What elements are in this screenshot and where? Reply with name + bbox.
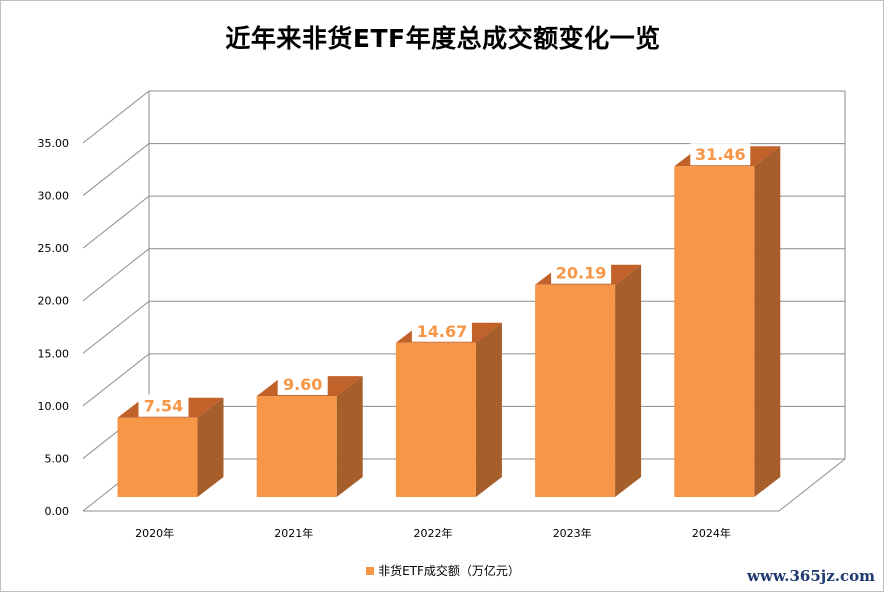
gridline-side (82, 300, 150, 354)
data-label: 31.46 (695, 145, 746, 164)
data-label-box (138, 394, 189, 417)
bar-side (475, 322, 502, 497)
gridline-side (82, 143, 150, 196)
watermark: www.365jz.com (747, 567, 875, 585)
gridline-side (82, 353, 150, 407)
data-label-box (277, 373, 328, 396)
y-tick-label: 10.00 (38, 400, 70, 413)
data-label: 14.67 (417, 322, 468, 341)
x-tick-label: 2021年 (274, 526, 313, 540)
y-tick-label: 0.00 (45, 505, 70, 518)
y-tick-label: 5.00 (45, 452, 70, 465)
bar (395, 342, 476, 497)
y-tick-label: 20.00 (38, 295, 70, 308)
x-tick-label: 2020年 (135, 526, 174, 540)
data-label-box (551, 261, 612, 284)
floor-right-edge (778, 458, 846, 512)
bar-side (197, 397, 224, 497)
legend: 非货ETF成交额（万亿元） (1, 562, 883, 579)
bar (535, 284, 616, 497)
legend-label: 非货ETF成交额（万亿元） (378, 564, 520, 578)
x-tick-label: 2022年 (414, 526, 453, 540)
y-tick-label: 30.00 (38, 190, 70, 203)
y-tick-label: 25.00 (38, 242, 70, 255)
data-label: 7.54 (144, 397, 183, 416)
data-label-box (411, 319, 472, 342)
bar (117, 417, 198, 497)
gridline-side (82, 195, 150, 249)
bar-side (754, 146, 781, 497)
legend-swatch (366, 567, 375, 575)
bar-side (615, 264, 642, 497)
data-label: 20.19 (556, 264, 607, 283)
y-tick-label: 15.00 (38, 347, 70, 360)
gridline-side (82, 248, 150, 302)
gridline-side (82, 90, 150, 144)
data-label: 9.60 (283, 375, 322, 394)
bar (256, 396, 337, 497)
x-tick-label: 2023年 (553, 526, 592, 540)
x-tick-label: 2024年 (692, 526, 731, 540)
y-tick-label: 35.00 (38, 137, 70, 150)
chart-title: 近年来非货ETF年度总成交额变化一览 (225, 24, 661, 53)
bar (674, 166, 755, 497)
data-label-box (690, 143, 751, 166)
bar-side (336, 376, 363, 497)
